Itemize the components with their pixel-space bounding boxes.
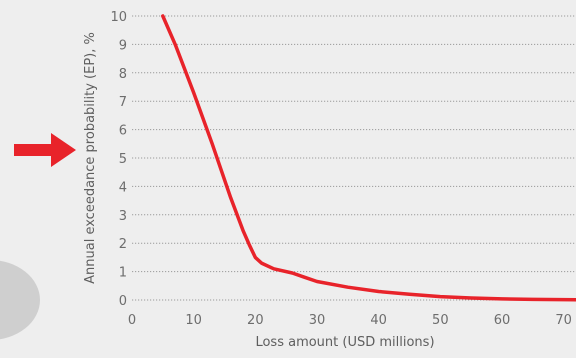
y-tick-label: 0: [119, 294, 127, 309]
x-axis-ticks: 0 10 20 30 40 50 60 70: [128, 313, 572, 328]
y-tick-label: 3: [119, 209, 127, 224]
y-axis-ticks: 0 1 2 3 4 5 6 7 8 9 10: [110, 10, 127, 309]
y-tick-label: 7: [119, 95, 127, 110]
y-tick-label: 5: [119, 152, 127, 167]
x-axis-title: Loss amount (USD millions): [255, 335, 434, 350]
x-tick-label: 40: [370, 313, 387, 328]
y-tick-label: 10: [110, 10, 127, 25]
x-tick-label: 0: [128, 313, 136, 328]
y-tick-label: 4: [119, 180, 127, 195]
y-tick-label: 9: [119, 38, 127, 53]
y-axis-title: Annual exceedance probability (EP), %: [83, 32, 98, 284]
x-tick-label: 10: [185, 313, 202, 328]
x-tick-label: 70: [555, 313, 572, 328]
x-tick-label: 50: [432, 313, 449, 328]
x-tick-label: 30: [309, 313, 326, 328]
y-tick-label: 2: [119, 237, 127, 252]
y-tick-label: 1: [119, 266, 127, 281]
y-tick-label: 6: [119, 124, 127, 139]
gridlines: [132, 16, 576, 300]
decorative-gray-shape: [0, 260, 40, 340]
y-tick-label: 8: [119, 67, 127, 82]
x-tick-label: 20: [247, 313, 264, 328]
arrow-icon: [14, 133, 76, 167]
x-tick-label: 60: [494, 313, 511, 328]
